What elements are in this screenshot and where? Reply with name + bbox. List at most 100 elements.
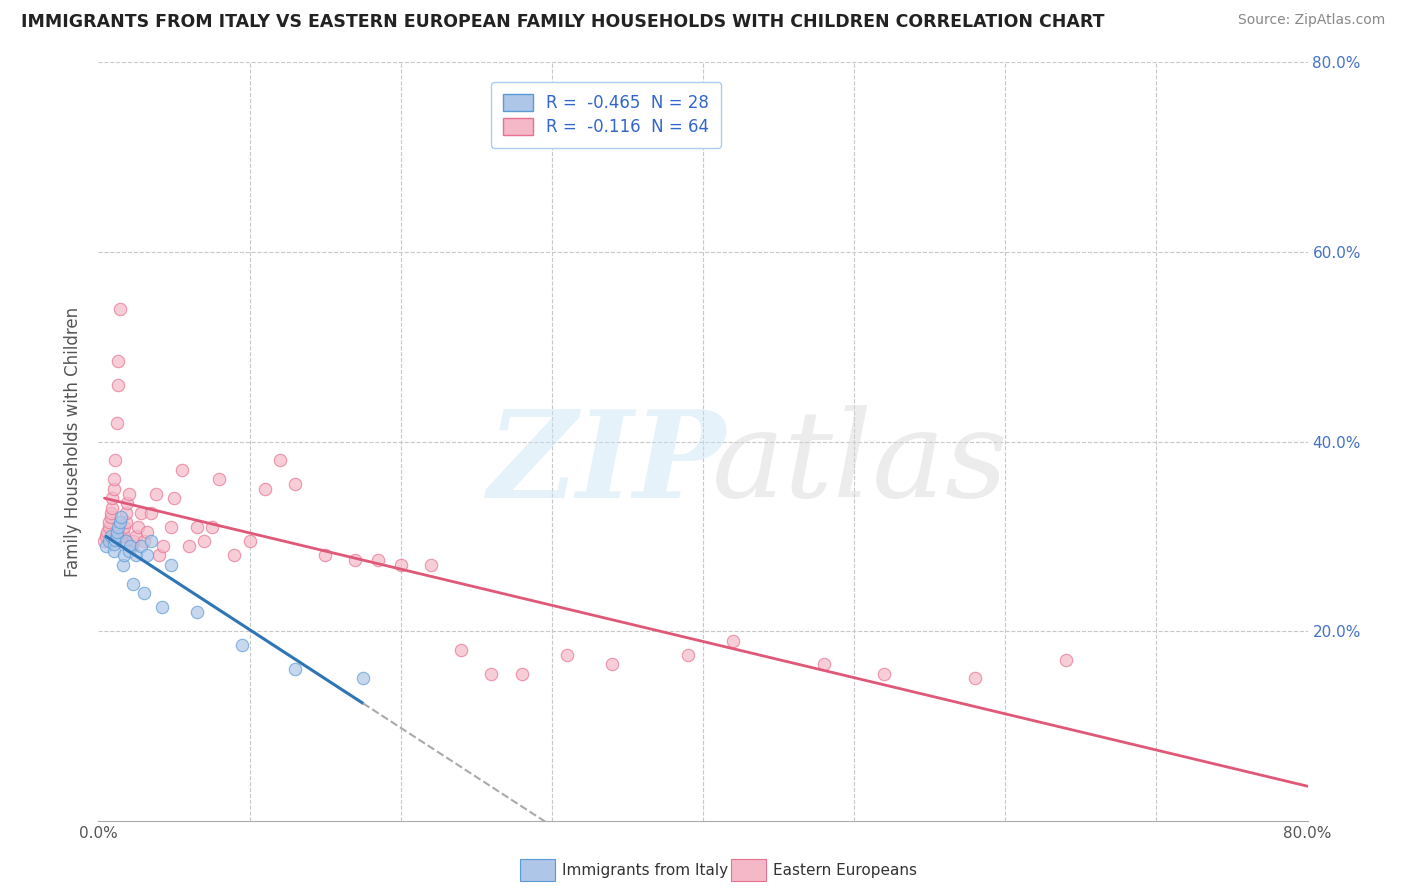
Point <box>129 506 152 520</box>
Point <box>105 524 128 539</box>
Point <box>141 506 163 520</box>
Point <box>100 510 122 524</box>
Point <box>100 506 122 520</box>
Point <box>1054 652 1077 666</box>
Point <box>94 529 117 543</box>
Point <box>224 548 246 563</box>
Point <box>723 633 745 648</box>
Point <box>103 473 125 487</box>
Point <box>160 558 183 572</box>
Point <box>127 520 149 534</box>
Point <box>135 548 157 563</box>
Point <box>122 576 145 591</box>
Point <box>112 548 135 563</box>
Y-axis label: Family Households with Children: Family Households with Children <box>63 307 82 576</box>
Point <box>121 539 143 553</box>
Point <box>100 529 122 543</box>
Point <box>107 354 129 368</box>
Point <box>193 534 215 549</box>
Point <box>105 416 128 430</box>
Point <box>352 672 374 686</box>
Text: atlas: atlas <box>711 406 1008 523</box>
Point <box>112 520 135 534</box>
Point <box>132 586 155 600</box>
Text: Immigrants from Italy: Immigrants from Italy <box>562 863 728 878</box>
Point <box>170 463 193 477</box>
Point <box>104 533 127 548</box>
Point <box>107 520 129 534</box>
Text: IMMIGRANTS FROM ITALY VS EASTERN EUROPEAN FAMILY HOUSEHOLDS WITH CHILDREN CORREL: IMMIGRANTS FROM ITALY VS EASTERN EUROPEA… <box>21 13 1105 31</box>
Point <box>114 534 136 549</box>
Point <box>208 473 231 487</box>
Legend: R =  -0.465  N = 28, R =  -0.116  N = 64: R = -0.465 N = 28, R = -0.116 N = 64 <box>492 82 721 148</box>
Point <box>201 520 224 534</box>
Point <box>111 558 134 572</box>
Point <box>98 534 121 549</box>
Point <box>103 543 125 558</box>
Point <box>110 529 132 543</box>
Point <box>510 666 533 681</box>
Text: ZIP: ZIP <box>486 405 725 524</box>
Point <box>105 529 128 543</box>
Point <box>602 657 624 672</box>
Point <box>101 500 124 515</box>
Point <box>98 515 121 529</box>
Point <box>94 539 117 553</box>
Point <box>110 534 132 549</box>
Point <box>148 548 170 563</box>
Point <box>186 605 208 619</box>
Point <box>103 482 125 496</box>
Point <box>118 486 141 500</box>
Point <box>115 496 138 510</box>
Point <box>101 491 124 506</box>
Text: Eastern Europeans: Eastern Europeans <box>773 863 917 878</box>
Point <box>135 524 157 539</box>
Point <box>284 662 307 676</box>
Point <box>163 491 186 506</box>
Point <box>110 510 132 524</box>
Point <box>314 548 336 563</box>
Point <box>111 524 134 539</box>
Point <box>132 534 155 549</box>
Point <box>104 453 127 467</box>
Point <box>129 539 152 553</box>
Point <box>186 520 208 534</box>
Point <box>145 486 167 500</box>
Point <box>125 548 148 563</box>
Point <box>231 638 253 652</box>
Point <box>114 515 136 529</box>
Point <box>555 648 578 662</box>
Point <box>813 657 835 672</box>
Point <box>965 672 987 686</box>
Point <box>269 453 291 467</box>
Point <box>93 534 115 549</box>
Point <box>122 534 145 549</box>
Point <box>239 534 262 549</box>
Point <box>96 524 118 539</box>
Point <box>344 553 367 567</box>
Point <box>125 529 148 543</box>
Point <box>676 648 699 662</box>
Point <box>253 482 276 496</box>
Text: Source: ZipAtlas.com: Source: ZipAtlas.com <box>1237 13 1385 28</box>
Point <box>450 643 472 657</box>
Point <box>107 377 129 392</box>
Point <box>108 515 131 529</box>
Point <box>120 539 142 553</box>
Point <box>481 666 503 681</box>
Point <box>150 600 173 615</box>
Point <box>389 558 412 572</box>
Point <box>873 666 896 681</box>
Point <box>152 539 174 553</box>
Point <box>103 537 125 551</box>
Point <box>141 534 163 549</box>
Point <box>179 539 201 553</box>
Point <box>367 553 389 567</box>
Point <box>118 543 141 558</box>
Point <box>284 477 307 491</box>
Point <box>108 301 131 316</box>
Point <box>420 558 443 572</box>
Point <box>98 520 121 534</box>
Point <box>114 506 136 520</box>
Point <box>160 520 183 534</box>
